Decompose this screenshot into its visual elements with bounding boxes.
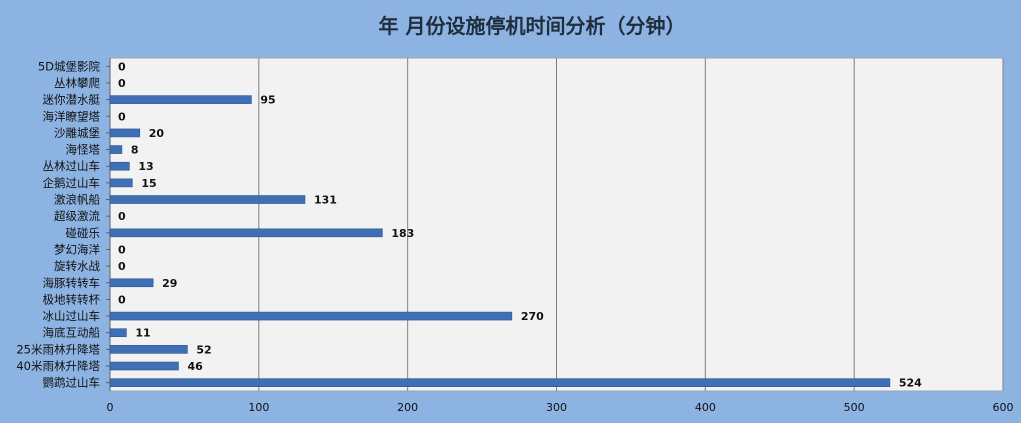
bar — [109, 361, 179, 371]
category-label: 沙雕城堡 — [54, 126, 100, 140]
category-label: 企鹅过山车 — [43, 176, 101, 190]
data-label: 8 — [131, 144, 139, 157]
category-label: 鹦鹉过山车 — [43, 376, 101, 390]
data-label: 46 — [187, 360, 203, 373]
data-label: 95 — [260, 94, 275, 107]
data-label: 11 — [135, 327, 150, 340]
data-label: 13 — [138, 160, 153, 173]
data-label: 524 — [899, 377, 922, 390]
category-label: 迷你潜水艇 — [43, 93, 101, 107]
category-label: 海怪塔 — [66, 143, 101, 157]
data-label: 0 — [118, 260, 126, 273]
data-label: 20 — [149, 127, 165, 140]
data-label: 0 — [118, 293, 126, 306]
bar — [109, 345, 188, 354]
category-label: 丛林攀爬 — [54, 76, 100, 90]
x-tick-label: 400 — [695, 401, 716, 414]
category-label: 5D城堡影院 — [38, 59, 101, 73]
x-tick-label: 500 — [844, 401, 865, 414]
data-label: 183 — [391, 227, 414, 240]
category-label: 超级激流 — [54, 209, 100, 223]
bar — [109, 128, 141, 138]
bar — [109, 278, 154, 288]
category-label: 25米雨林升降塔 — [16, 342, 100, 356]
category-label: 碰碰乐 — [66, 226, 101, 240]
data-label: 52 — [196, 343, 211, 356]
category-label: 海底互动船 — [43, 326, 101, 340]
data-label: 15 — [141, 177, 156, 190]
bar — [109, 145, 123, 154]
chart-title: 年 月份设施停机时间分析（分钟） — [379, 14, 686, 38]
category-label: 海豚转转车 — [43, 276, 101, 290]
data-label: 270 — [521, 310, 544, 323]
category-label: 激浪帆船 — [54, 193, 100, 207]
data-label: 0 — [118, 77, 126, 90]
bar — [109, 161, 130, 171]
data-label: 29 — [162, 277, 177, 290]
data-label: 0 — [118, 243, 126, 256]
category-label: 梦幻海洋 — [54, 242, 100, 256]
x-tick-label: 300 — [546, 401, 567, 414]
category-label: 海洋瞭望塔 — [43, 109, 101, 123]
data-label: 131 — [314, 194, 337, 207]
data-label: 0 — [118, 110, 126, 123]
bar — [109, 378, 891, 387]
x-tick-label: 0 — [107, 401, 114, 414]
bar — [109, 311, 513, 321]
category-label: 丛林过山车 — [43, 159, 101, 173]
x-tick-label: 200 — [397, 401, 418, 414]
bar — [109, 178, 133, 188]
bar — [109, 95, 252, 104]
bars-layer — [109, 95, 891, 387]
x-tick-label: 600 — [993, 401, 1014, 414]
category-label: 旋转水战 — [54, 259, 100, 273]
category-label: 极地转转杯 — [43, 292, 101, 306]
category-label: 40米雨林升降塔 — [16, 359, 100, 373]
data-label: 0 — [118, 210, 126, 223]
x-tick-label: 100 — [248, 401, 269, 414]
data-label: 0 — [118, 60, 126, 73]
bar — [109, 328, 127, 338]
category-label: 冰山过山车 — [43, 309, 101, 323]
bar — [109, 228, 383, 238]
bar — [109, 195, 306, 204]
